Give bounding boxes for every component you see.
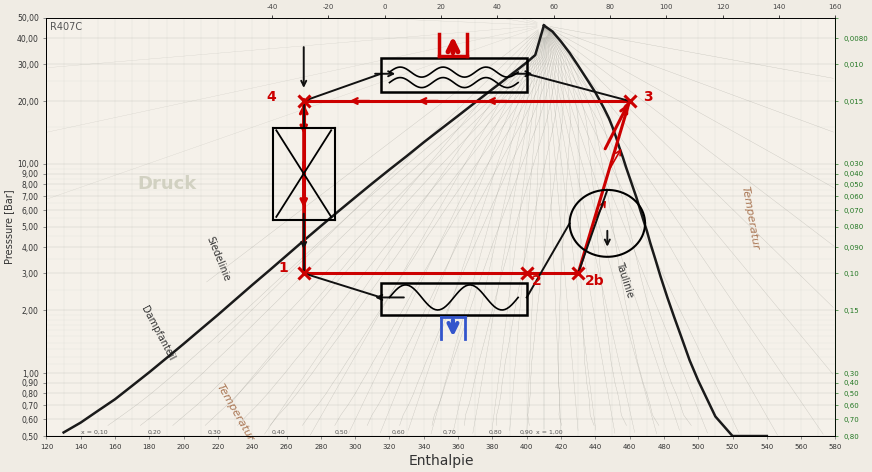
Text: Siedelinie: Siedelinie [204,236,231,283]
Text: x = 0,10: x = 0,10 [81,430,108,435]
Y-axis label: Presssure [Bar]: Presssure [Bar] [4,190,14,264]
Text: 0,20: 0,20 [147,430,161,435]
Text: Taulinie: Taulinie [614,261,635,299]
Text: Druck: Druck [137,175,196,193]
Text: 3: 3 [644,90,653,104]
Text: x = 1,00: x = 1,00 [535,430,562,435]
Text: Dampfanteil: Dampfanteil [140,304,176,362]
X-axis label: Enthalpie: Enthalpie [408,454,473,468]
Text: 0,60: 0,60 [392,430,405,435]
Text: 0,80: 0,80 [489,430,502,435]
Text: 2: 2 [532,274,542,287]
Text: 0,70: 0,70 [443,430,456,435]
Text: 2b: 2b [585,274,604,287]
Text: Temperatur: Temperatur [215,382,255,443]
Text: 0,50: 0,50 [335,430,348,435]
Text: 0,90: 0,90 [520,430,534,435]
Text: 1: 1 [278,261,288,275]
Text: 0,40: 0,40 [271,430,285,435]
Text: 0,30: 0,30 [208,430,221,435]
Text: R407C: R407C [50,22,82,32]
Text: Temperatur: Temperatur [739,185,760,251]
Text: 4: 4 [266,90,276,104]
